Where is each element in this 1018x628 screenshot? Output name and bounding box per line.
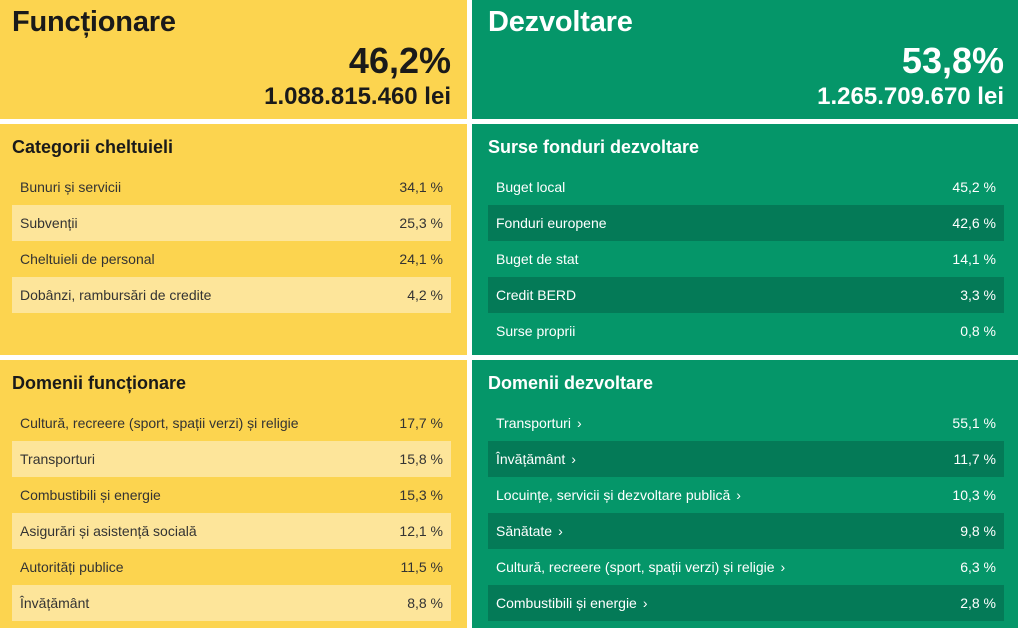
item-value: 2,8 % xyxy=(960,595,996,611)
item-value: 11,7 % xyxy=(953,451,996,467)
item-value: 15,8 % xyxy=(399,451,443,467)
chevron-right-icon: › xyxy=(642,595,648,611)
item-label: Combustibili și energie xyxy=(20,487,161,503)
item-value: 8,8 % xyxy=(407,595,443,611)
domain-link-cultura[interactable]: Cultură, recreere (sport, spații verzi) … xyxy=(488,549,1004,585)
dezvoltare-summary: Dezvoltare 53,8% 1.265.709.670 lei xyxy=(472,0,1018,119)
item-value: 6,3 % xyxy=(960,559,996,575)
list-item: Asigurări și asistență socială 12,1 % xyxy=(12,513,451,549)
sources-panel: Surse fonduri dezvoltare Buget local 45,… xyxy=(472,124,1018,355)
item-value: 11,5 % xyxy=(400,559,443,575)
item-label-wrap: Locuințe, servicii și dezvoltare publică… xyxy=(496,487,741,503)
item-value: 0,8 % xyxy=(960,323,996,339)
categories-panel: Categorii cheltuieli Bunuri și servicii … xyxy=(0,124,467,355)
item-label: Transporturi xyxy=(20,451,95,467)
item-value: 24,1 % xyxy=(399,251,443,267)
list-item: Buget de stat 14,1 % xyxy=(488,241,1004,277)
item-label-wrap: Învățământ › xyxy=(496,451,576,467)
item-label: Transporturi xyxy=(496,415,571,431)
categories-title: Categorii cheltuieli xyxy=(12,137,174,157)
sources-list: Buget local 45,2 % Fonduri europene 42,6… xyxy=(488,169,1004,349)
item-label: Credit BERD xyxy=(496,287,577,303)
list-item: Autorități publice 11,5 % xyxy=(12,549,451,585)
chevron-right-icon: › xyxy=(571,451,576,467)
list-item: Buget local 45,2 % xyxy=(488,169,1004,205)
list-item: Fonduri europene 42,6 % xyxy=(488,205,1004,241)
categories-list: Bunuri și servicii 34,1 % Subvenții 25,3… xyxy=(12,169,451,313)
list-item: Transporturi 15,8 % xyxy=(12,441,451,477)
item-label: Subvenții xyxy=(20,215,78,231)
functionare-percent: 46,2% xyxy=(348,40,451,81)
sources-title: Surse fonduri dezvoltare xyxy=(488,137,700,157)
item-value: 34,1 % xyxy=(399,179,443,195)
item-value: 9,8 % xyxy=(960,523,996,539)
functionare-domains-list: Cultură, recreere (sport, spații verzi) … xyxy=(12,405,451,621)
chevron-right-icon: › xyxy=(576,415,582,431)
item-value: 17,7 % xyxy=(399,415,443,431)
functionare-domains-title: Domenii funcționare xyxy=(12,373,187,393)
functionare-summary: Funcționare 46,2% 1.088.815.460 lei xyxy=(0,0,467,119)
item-value: 12,1 % xyxy=(399,523,443,539)
item-value: 15,3 % xyxy=(399,487,443,503)
domain-link-combustibili[interactable]: Combustibili și energie › 2,8 % xyxy=(488,585,1004,621)
item-value: 45,2 % xyxy=(952,179,996,195)
item-value: 10,3 % xyxy=(952,487,996,503)
item-label-wrap: Sănătate › xyxy=(496,523,563,539)
functionare-domains-panel: Domenii funcționare Cultură, recreere (s… xyxy=(0,360,467,628)
item-label: Învățământ xyxy=(496,451,566,467)
item-label: Cultură, recreere (sport, spații verzi) … xyxy=(496,559,775,575)
item-value: 4,2 % xyxy=(407,287,443,303)
item-label: Sănătate xyxy=(496,523,553,539)
list-item: Combustibili și energie 15,3 % xyxy=(12,477,451,513)
domain-link-invatamant[interactable]: Învățământ › 11,7 % xyxy=(488,441,1004,477)
domain-link-locuinte[interactable]: Locuințe, servicii și dezvoltare publică… xyxy=(488,477,1004,513)
item-value: 25,3 % xyxy=(399,215,443,231)
chevron-right-icon: › xyxy=(558,523,563,539)
item-label-wrap: Combustibili și energie › xyxy=(496,595,648,611)
item-value: 55,1 % xyxy=(952,415,996,431)
item-label: Autorități publice xyxy=(20,559,124,575)
dezvoltare-domains-panel: Domenii dezvoltare Transporturi › 55,1 % … xyxy=(472,360,1018,628)
item-label: Învățământ xyxy=(20,595,90,611)
chevron-right-icon: › xyxy=(736,487,741,503)
dezvoltare-title: Dezvoltare xyxy=(488,6,633,38)
dezvoltare-amount: 1.265.709.670 lei xyxy=(817,83,1004,110)
dezvoltare-percent: 53,8% xyxy=(901,40,1004,81)
item-value: 3,3 % xyxy=(960,287,996,303)
list-item: Cheltuieli de personal 24,1 % xyxy=(12,241,451,277)
item-label: Dobânzi, rambursări de credite xyxy=(20,287,212,303)
domain-link-sanatate[interactable]: Sănătate › 9,8 % xyxy=(488,513,1004,549)
item-label: Locuințe, servicii și dezvoltare publică xyxy=(496,487,731,503)
list-item: Cultură, recreere (sport, spații verzi) … xyxy=(12,405,451,441)
item-label: Combustibili și energie xyxy=(496,595,637,611)
item-label: Asigurări și asistență socială xyxy=(20,523,197,539)
item-value: 42,6 % xyxy=(952,215,996,231)
dezvoltare-domains-list: Transporturi › 55,1 % Învățământ › 11,7 % … xyxy=(488,405,1004,621)
item-label: Surse proprii xyxy=(496,323,576,339)
list-item: Dobânzi, rambursări de credite 4,2 % xyxy=(12,277,451,313)
item-label-wrap: Transporturi › xyxy=(496,415,582,431)
item-label: Fonduri europene xyxy=(496,215,607,231)
functionare-title: Funcționare xyxy=(12,6,176,38)
chevron-right-icon: › xyxy=(780,559,786,575)
item-label: Bunuri și servicii xyxy=(20,179,122,195)
item-label: Cultură, recreere (sport, spații verzi) … xyxy=(20,415,299,431)
list-item: Învățământ 8,8 % xyxy=(12,585,451,621)
item-value: 14,1 % xyxy=(952,251,996,267)
domain-link-transporturi[interactable]: Transporturi › 55,1 % xyxy=(488,405,1004,441)
dezvoltare-domains-title: Domenii dezvoltare xyxy=(488,373,654,393)
list-item: Credit BERD 3,3 % xyxy=(488,277,1004,313)
item-label: Cheltuieli de personal xyxy=(20,251,155,267)
functionare-amount: 1.088.815.460 lei xyxy=(264,83,451,110)
list-item: Surse proprii 0,8 % xyxy=(488,313,1004,349)
list-item: Bunuri și servicii 34,1 % xyxy=(12,169,451,205)
item-label-wrap: Cultură, recreere (sport, spații verzi) … xyxy=(496,559,785,575)
item-label: Buget de stat xyxy=(496,251,579,267)
list-item: Subvenții 25,3 % xyxy=(12,205,451,241)
item-label: Buget local xyxy=(496,179,566,195)
